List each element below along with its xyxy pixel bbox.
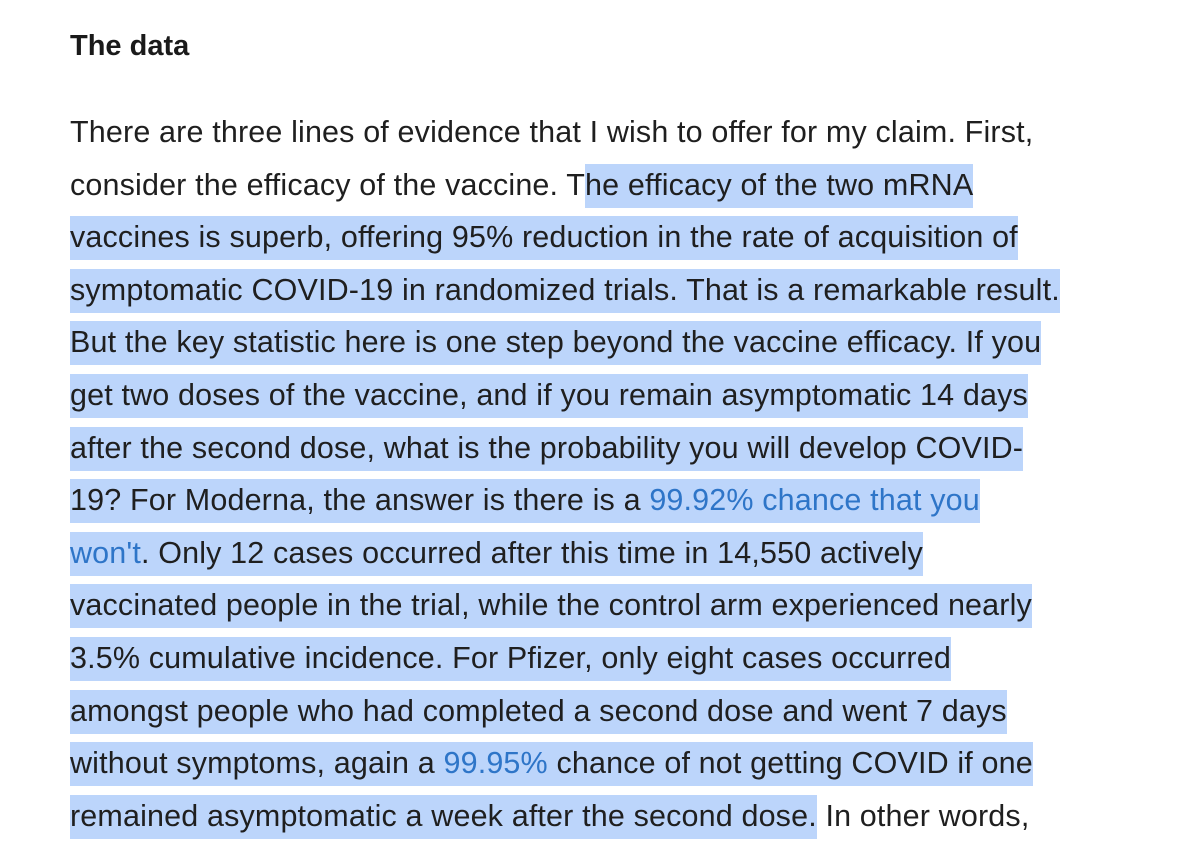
moderna-efficacy-link-continued[interactable]: won't [70, 535, 141, 570]
selected-text: But the key statistic here is one step b… [70, 321, 1042, 366]
text-line: after the second dose, what is the proba… [70, 422, 1180, 475]
text-line: without symptoms, again a 99.95% chance … [70, 737, 1180, 790]
text-line: 19? For Moderna, the answer is there is … [70, 474, 1180, 527]
text-line: get two doses of the vaccine, and if you… [70, 369, 1180, 422]
text-line: 3.5% cumulative incidence. For Pfizer, o… [70, 632, 1180, 685]
selected-text: amongst people who had completed a secon… [70, 689, 1007, 734]
selected-text: vaccines is superb, offering 95% reducti… [70, 216, 1018, 261]
selected-text: 19? For Moderna, the answer is there is … [70, 483, 650, 518]
section-heading: The data [70, 30, 190, 62]
article-paragraph[interactable]: There are three lines of evidence that I… [70, 106, 1180, 842]
selected-text: without symptoms, again a [70, 746, 444, 781]
pfizer-efficacy-link[interactable]: 99.95% [443, 746, 548, 781]
selected-text: remained asymptomatic a week after the s… [70, 794, 817, 839]
text-line: But the key statistic here is one step b… [70, 316, 1180, 369]
text-line: vaccines is superb, offering 95% reducti… [70, 211, 1180, 264]
selected-text: 3.5% cumulative incidence. For Pfizer, o… [70, 636, 951, 681]
text-line: vaccinated people in the trial, while th… [70, 579, 1180, 632]
selected-text: he efficacy of the two mRNA [585, 163, 974, 208]
selected-text: get two doses of the vaccine, and if you… [70, 373, 1028, 418]
text-line: remained asymptomatic a week after the s… [70, 790, 1180, 842]
text-line: consider the efficacy of the vaccine. Th… [70, 159, 1180, 212]
selected-text: vaccinated people in the trial, while th… [70, 584, 1032, 629]
text-line: symptomatic COVID-19 in randomized trial… [70, 264, 1180, 317]
moderna-efficacy-link[interactable]: 99.92% chance that you [649, 483, 980, 518]
selected-text: . Only 12 cases occurred after this time… [141, 535, 923, 570]
text-line: amongst people who had completed a secon… [70, 685, 1180, 738]
text-line: There are three lines of evidence that I… [70, 115, 1034, 149]
text-line: won't. Only 12 cases occurred after this… [70, 527, 1180, 580]
selected-text: symptomatic COVID-19 in randomized trial… [70, 268, 1060, 313]
selected-text: after the second dose, what is the proba… [70, 426, 1024, 471]
selected-text: chance of not getting COVID if one [547, 746, 1033, 781]
article-section: The data There are three lines of eviden… [70, 26, 1180, 842]
